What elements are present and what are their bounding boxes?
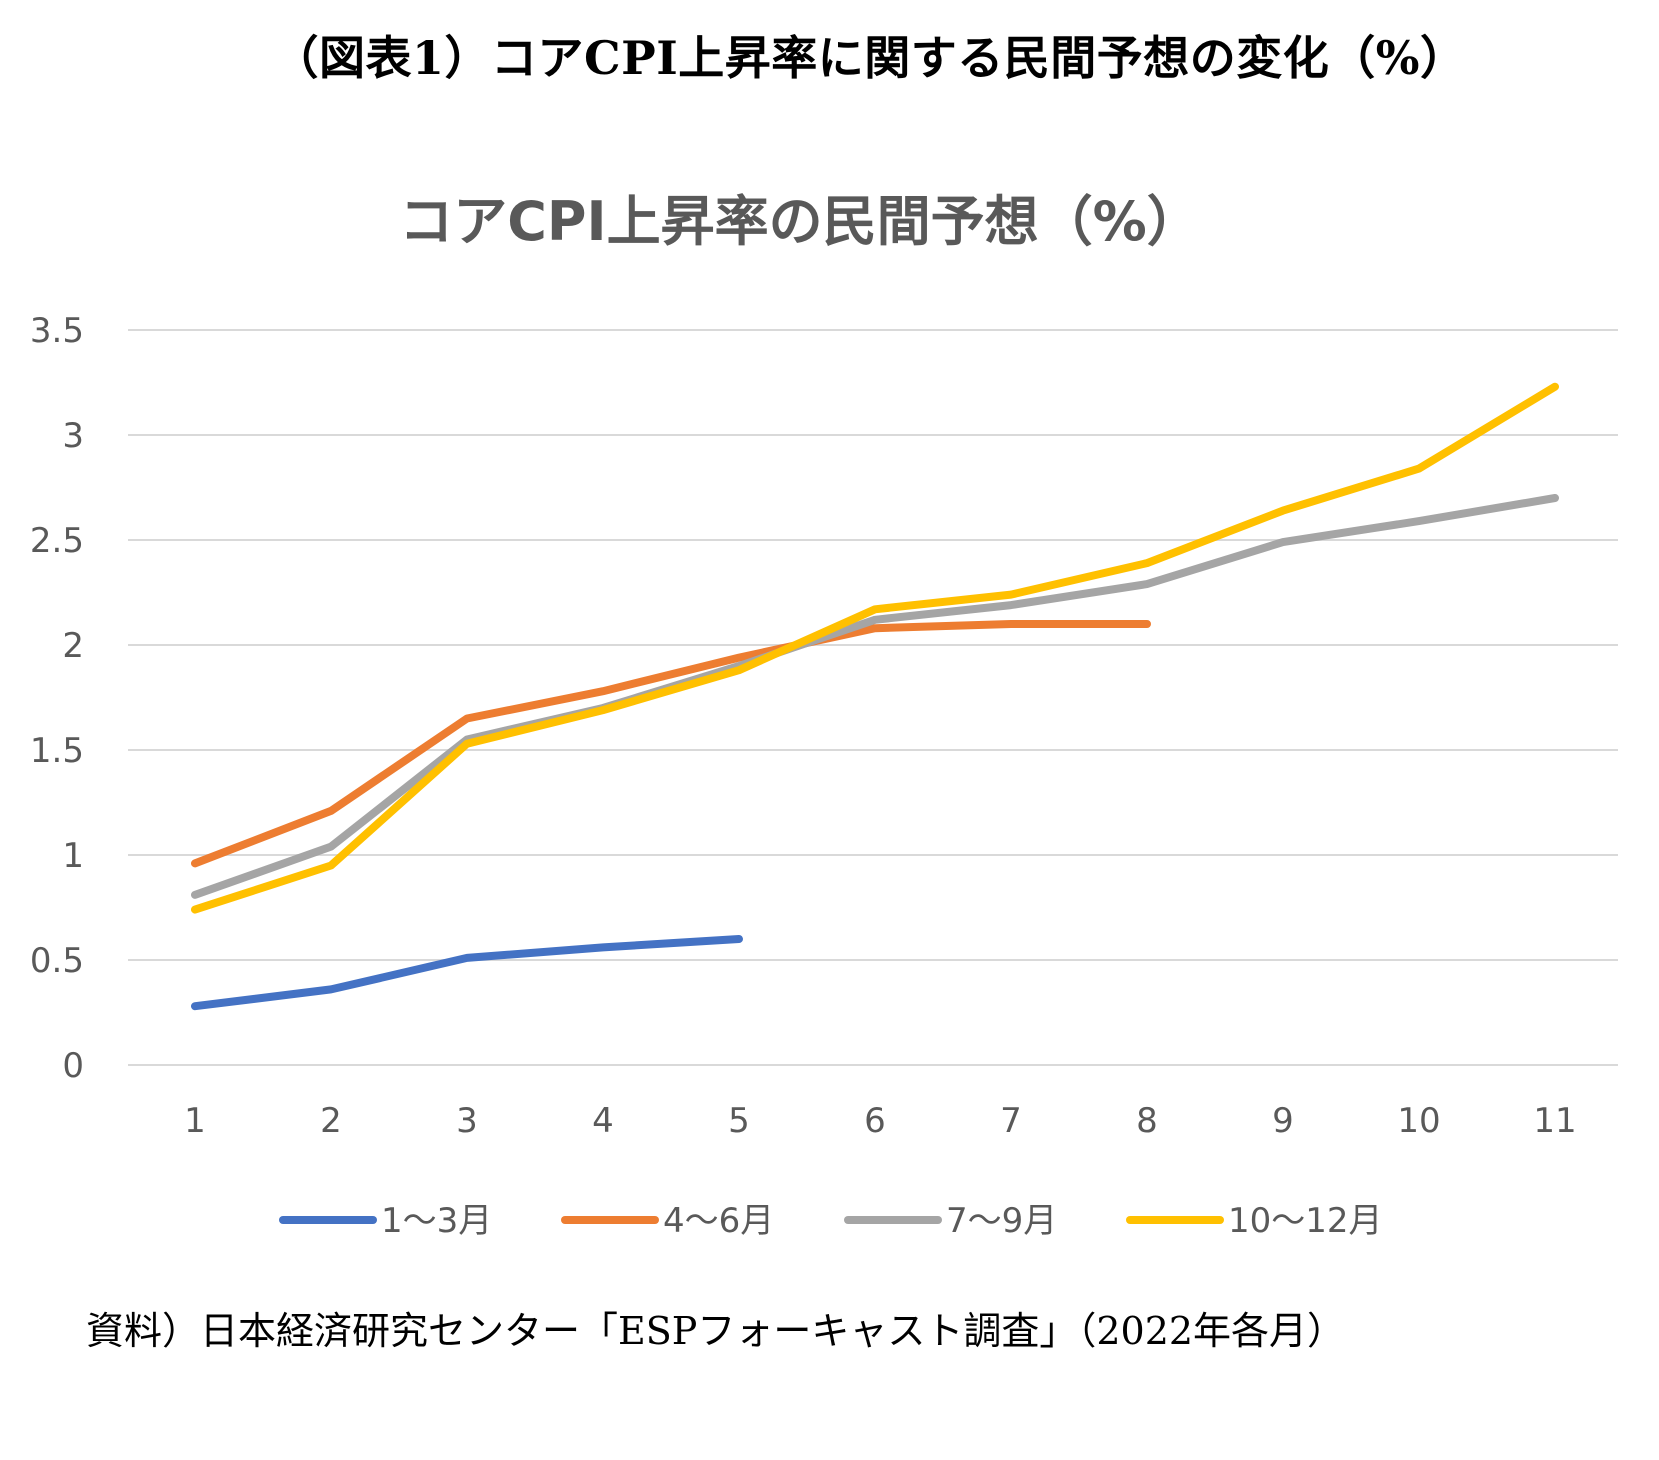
x-tick-label: 3 bbox=[456, 1101, 478, 1141]
x-tick-label: 9 bbox=[1272, 1101, 1294, 1141]
x-tick-label: 11 bbox=[1533, 1101, 1576, 1141]
x-tick-label: 2 bbox=[320, 1101, 342, 1141]
y-tick-label: 0.5 bbox=[30, 941, 84, 981]
y-tick-label: 1.5 bbox=[30, 731, 84, 771]
legend-label: 4～6月 bbox=[663, 1201, 774, 1241]
y-tick-label: 3.5 bbox=[30, 311, 84, 351]
source-note: 資料）日本経済研究センター「ESPフォーキャスト調査」（2022年各月） bbox=[86, 1309, 1346, 1353]
series-line-1 bbox=[191, 935, 743, 1011]
line-chart: コアCPI上昇率の民間予想（%） 0 0.5 1 1.5 2 2.5 3 3.5 1 2 3 4 5 6… bbox=[30, 190, 1618, 1241]
series-line-3 bbox=[191, 494, 1559, 899]
legend-label: 7～9月 bbox=[946, 1201, 1057, 1241]
y-tick-label: 1 bbox=[62, 836, 84, 876]
x-tick-label: 4 bbox=[592, 1101, 614, 1141]
legend-label: 1～3月 bbox=[381, 1201, 492, 1241]
legend-label: 10～12月 bbox=[1228, 1201, 1383, 1241]
legend: 1～3月 4～6月 7～9月 10～12月 bbox=[279, 1201, 1383, 1241]
y-tick-label: 2.5 bbox=[30, 521, 84, 561]
figure-title: （図表1）コアCPI上昇率に関する民間予想の変化（%） bbox=[272, 31, 1467, 85]
y-axis-tick-labels: 0 0.5 1 1.5 2 2.5 3 3.5 bbox=[30, 311, 84, 1086]
x-tick-label: 1 bbox=[184, 1101, 206, 1141]
x-tick-label: 5 bbox=[728, 1101, 750, 1141]
series-line-4 bbox=[191, 382, 1559, 914]
y-tick-label: 0 bbox=[62, 1046, 84, 1086]
series-line-2 bbox=[191, 620, 1151, 868]
x-tick-label: 8 bbox=[1136, 1101, 1158, 1141]
y-tick-label: 3 bbox=[62, 416, 84, 456]
x-tick-label: 10 bbox=[1397, 1101, 1440, 1141]
x-tick-label: 6 bbox=[864, 1101, 886, 1141]
x-axis-tick-labels: 1 2 3 4 5 6 7 8 9 10 11 bbox=[184, 1101, 1576, 1141]
series-lines bbox=[191, 382, 1559, 1011]
x-tick-label: 7 bbox=[1000, 1101, 1022, 1141]
chart-title: コアCPI上昇率の民間予想（%） bbox=[399, 190, 1200, 253]
gridlines bbox=[128, 329, 1618, 1066]
y-tick-label: 2 bbox=[62, 626, 84, 666]
